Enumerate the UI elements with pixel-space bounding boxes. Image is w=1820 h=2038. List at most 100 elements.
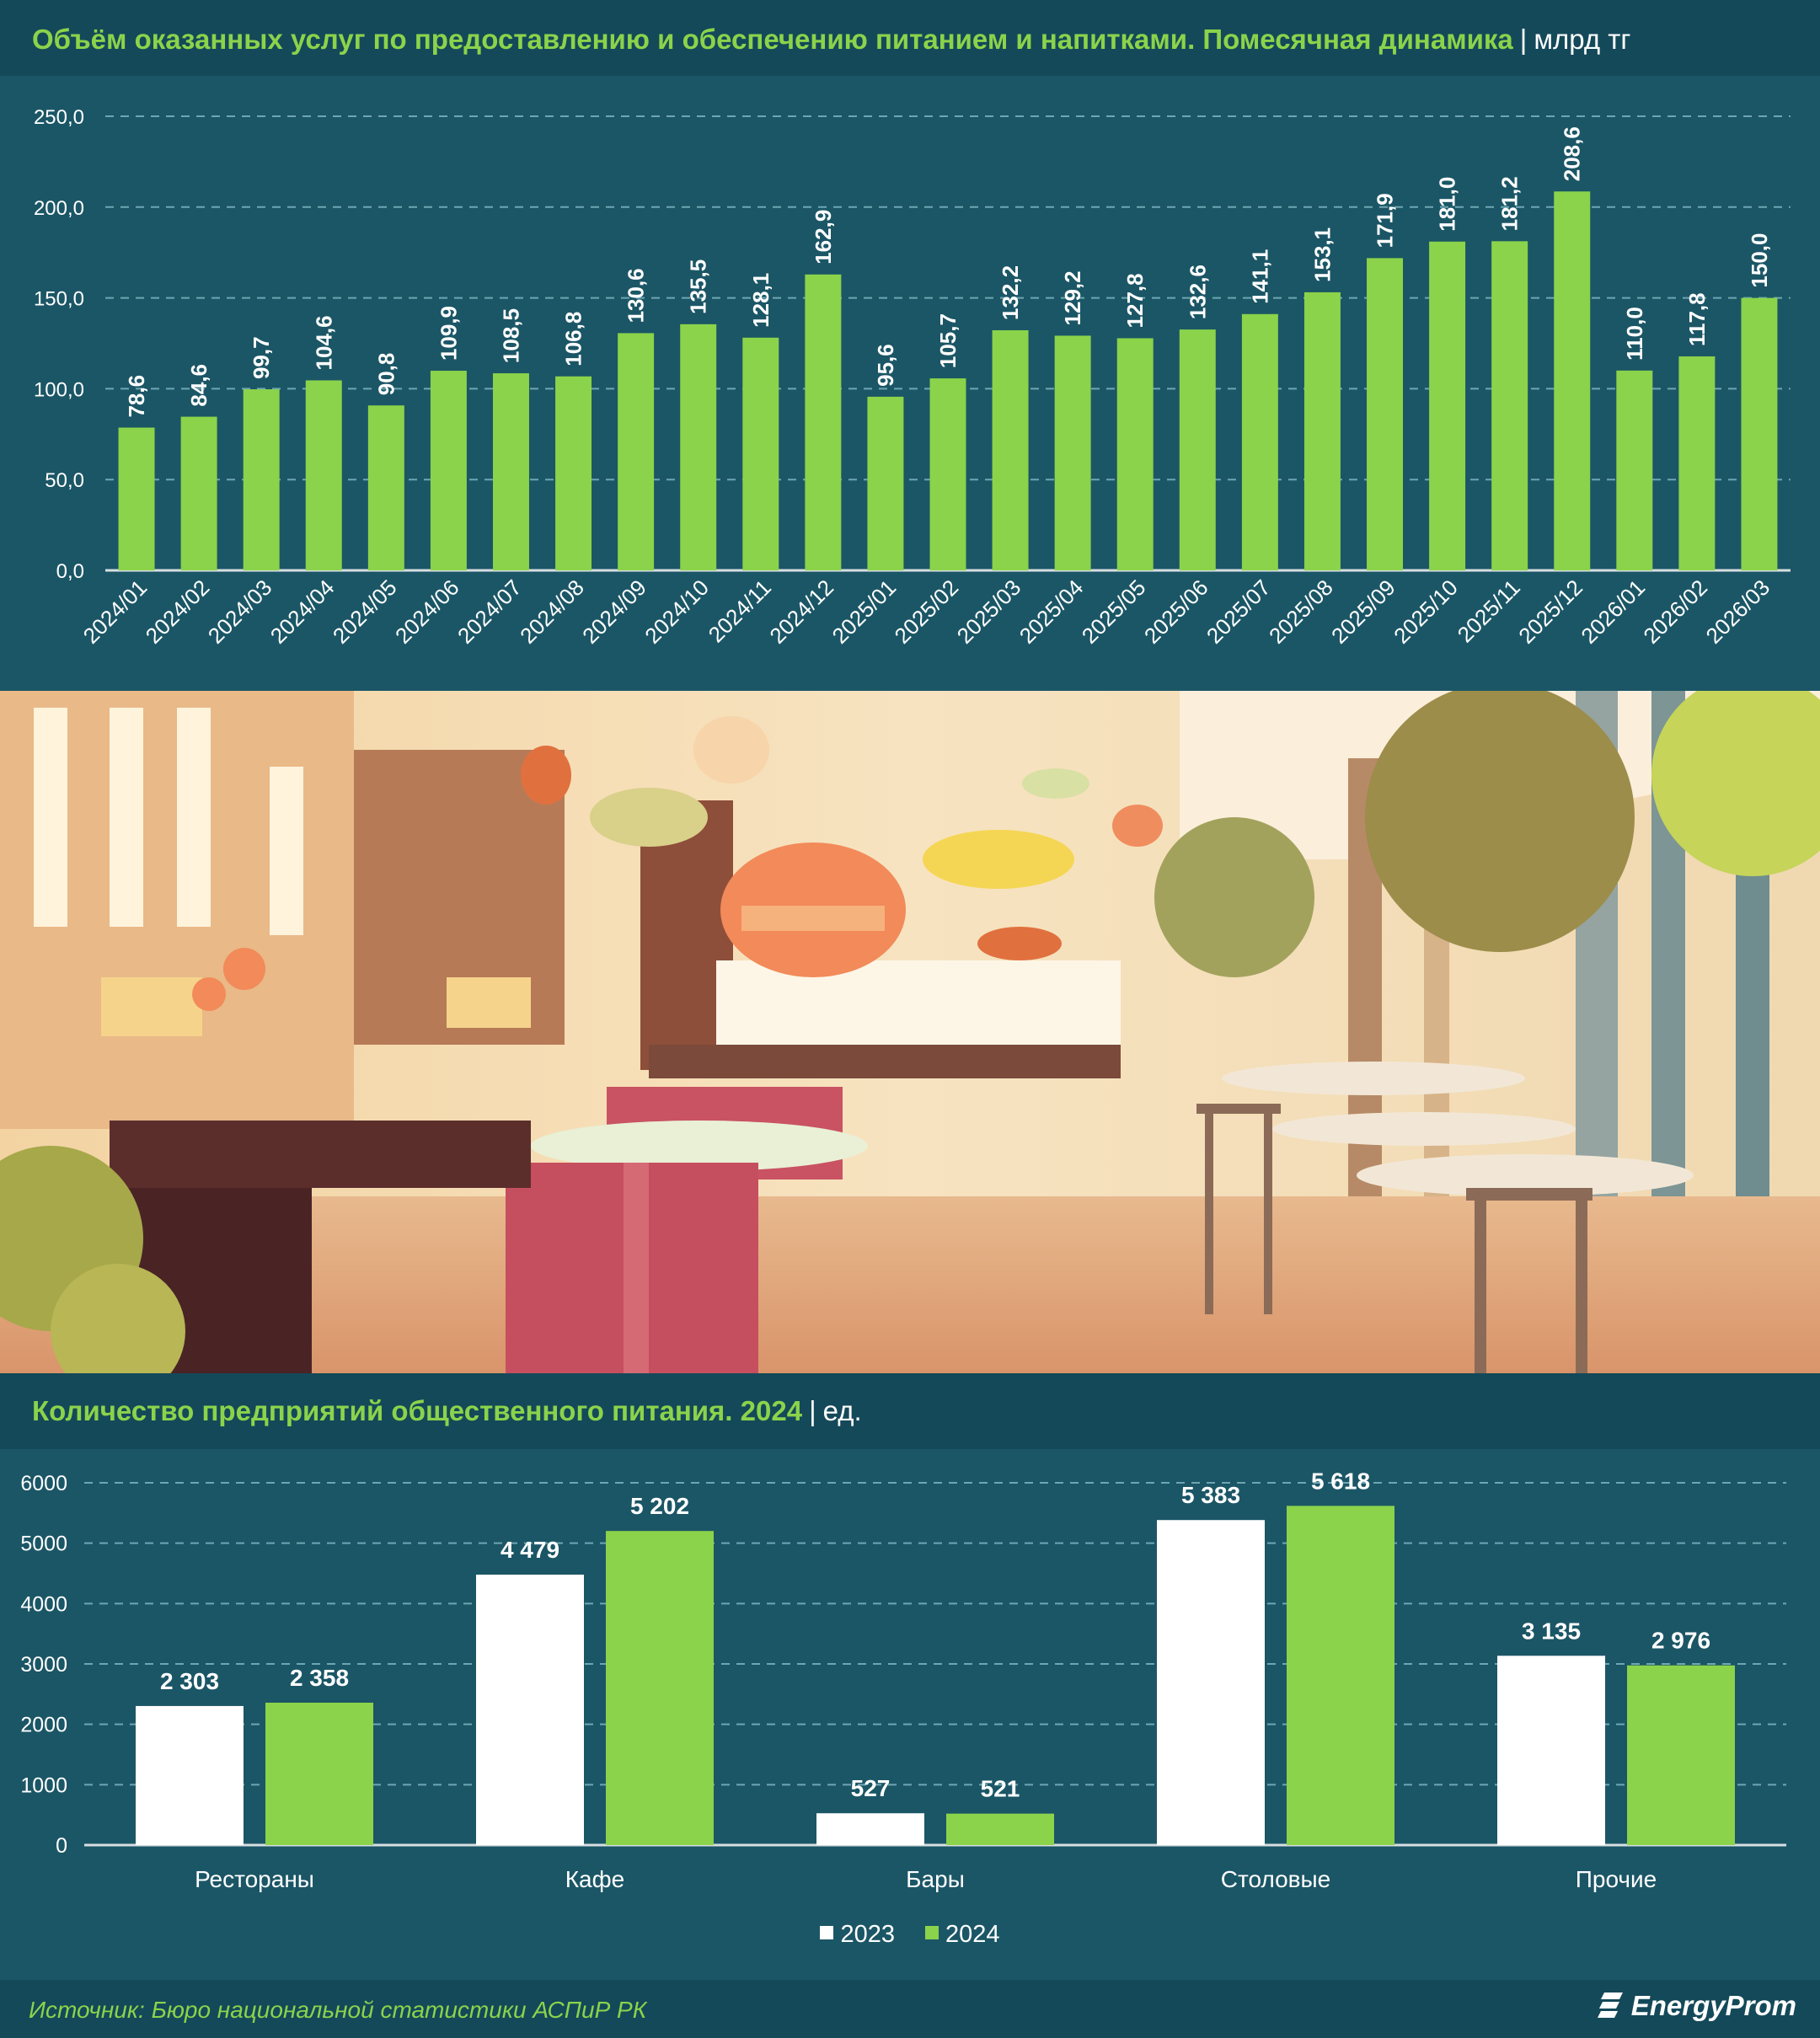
x-tick-label: 2025/05 bbox=[1077, 575, 1151, 649]
energyprom-logo-mark-icon bbox=[1597, 1993, 1623, 2019]
x-category-label: Кафе bbox=[565, 1866, 625, 1892]
x-tick-label: 2024/08 bbox=[515, 575, 589, 649]
x-tick-label: 2024/07 bbox=[452, 575, 527, 649]
bar-value-label: 95,6 bbox=[873, 344, 898, 387]
bar-value-label: 153,1 bbox=[1309, 227, 1335, 282]
y-tick-label: 3000 bbox=[20, 1653, 67, 1677]
bar-value-label: 135,5 bbox=[686, 259, 711, 314]
bar bbox=[992, 329, 1029, 570]
chart1-title-band: Объём оказанных услуг по предоставлению … bbox=[0, 0, 1820, 76]
x-tick-label: 2024/12 bbox=[764, 575, 838, 649]
y-tick-label: 50,0 bbox=[45, 469, 84, 492]
chart2-title: Количество предприятий общественного пит… bbox=[32, 1395, 862, 1427]
bar-value-label: 106,8 bbox=[561, 312, 586, 366]
bar-value-label: 109,9 bbox=[436, 306, 461, 361]
bar-2023 bbox=[816, 1813, 924, 1845]
x-tick-label: 2025/10 bbox=[1389, 575, 1463, 649]
x-tick-label: 2024/11 bbox=[704, 575, 776, 647]
bar-2024 bbox=[265, 1703, 373, 1845]
x-category-label: Рестораны bbox=[195, 1866, 314, 1892]
y-tick-label: 0,0 bbox=[56, 560, 84, 583]
bar bbox=[1554, 191, 1591, 570]
bar-value-label: 150,0 bbox=[1747, 233, 1772, 288]
bar-value-label: 127,8 bbox=[1122, 273, 1148, 328]
chart1-unit: млрд тг bbox=[1534, 24, 1631, 55]
bar-value-label: 2 358 bbox=[290, 1665, 349, 1691]
x-tick-label: 2024/03 bbox=[203, 575, 277, 649]
bar-value-label: 141,1 bbox=[1247, 249, 1272, 304]
x-category-label: Прочие bbox=[1576, 1866, 1657, 1892]
legend-item-2023: 2023 bbox=[820, 1921, 895, 1949]
bar-2024 bbox=[1287, 1506, 1394, 1845]
bar-value-label: 181,2 bbox=[1497, 176, 1523, 231]
legend-swatch-2024 bbox=[925, 1926, 939, 1940]
legend-swatch-2023 bbox=[820, 1926, 834, 1940]
x-tick-label: 2025/02 bbox=[890, 575, 964, 649]
bar bbox=[243, 389, 280, 570]
y-tick-label: 150,0 bbox=[34, 288, 84, 311]
bar bbox=[1491, 241, 1528, 570]
bar bbox=[1678, 356, 1716, 570]
bar bbox=[1303, 292, 1341, 570]
x-tick-label: 2024/01 bbox=[78, 575, 153, 649]
energyprom-logo: EnergyProm bbox=[1597, 1990, 1796, 2022]
legend-label-2023: 2023 bbox=[840, 1921, 895, 1948]
cafe-interior-illustration bbox=[0, 691, 1820, 1373]
y-tick-label: 200,0 bbox=[34, 197, 84, 220]
bar-2024 bbox=[1627, 1665, 1735, 1845]
chart2-title-band: Количество предприятий общественного пит… bbox=[0, 1373, 1820, 1449]
bar-value-label: 5 618 bbox=[1311, 1468, 1370, 1494]
y-tick-label: 250,0 bbox=[34, 106, 84, 129]
bar-value-label: 104,6 bbox=[311, 315, 336, 370]
bar-value-label: 90,8 bbox=[373, 353, 399, 396]
x-tick-label: 2025/12 bbox=[1513, 575, 1587, 649]
bar bbox=[430, 371, 467, 570]
bar-value-label: 5 202 bbox=[630, 1493, 689, 1519]
x-tick-label: 2025/11 bbox=[1453, 575, 1525, 647]
chart1-title-text: Объём оказанных услуг по предоставлению … bbox=[32, 24, 1513, 55]
y-tick-label: 4000 bbox=[20, 1592, 67, 1616]
bar-value-label: 78,6 bbox=[124, 375, 149, 418]
bar-2024 bbox=[946, 1813, 1054, 1845]
bar-value-label: 108,5 bbox=[498, 308, 523, 363]
x-tick-label: 2024/06 bbox=[390, 575, 464, 649]
x-tick-label: 2025/03 bbox=[952, 575, 1026, 649]
bar-2023 bbox=[1157, 1520, 1265, 1845]
bar bbox=[929, 378, 966, 570]
x-tick-label: 2024/04 bbox=[265, 575, 340, 649]
bar-value-label: 99,7 bbox=[249, 336, 274, 379]
bar bbox=[1116, 338, 1154, 570]
bar-value-label: 208,6 bbox=[1560, 126, 1585, 181]
bar-value-label: 128,1 bbox=[748, 273, 774, 328]
monthly-volume-chart: 0,0 50,0 100,0 150,0 200,0 250,0 78,6 2024/01 84… bbox=[34, 106, 1791, 649]
x-tick-label: 2025/08 bbox=[1264, 575, 1338, 649]
bar-value-label: 5 383 bbox=[1181, 1482, 1240, 1508]
x-tick-label: 2025/07 bbox=[1202, 575, 1276, 649]
bar bbox=[1429, 241, 1466, 570]
y-tick-label: 2000 bbox=[20, 1714, 67, 1737]
bar-value-label: 110,0 bbox=[1622, 307, 1647, 361]
y-tick-label: 6000 bbox=[20, 1472, 67, 1495]
chart2-unit: ед. bbox=[822, 1395, 862, 1426]
bar-value-label: 105,7 bbox=[935, 313, 961, 368]
y-tick-label: 1000 bbox=[20, 1773, 67, 1797]
footer: Источник: Бюро национальной статистики А… bbox=[0, 1980, 1820, 2038]
bar bbox=[305, 380, 342, 570]
bar bbox=[1054, 335, 1091, 570]
title-separator: | bbox=[1519, 24, 1528, 55]
bar-value-label: 181,0 bbox=[1435, 177, 1460, 232]
bar bbox=[805, 274, 842, 570]
chart2-title-text: Количество предприятий общественного пит… bbox=[32, 1395, 803, 1426]
bar-value-label: 162,9 bbox=[811, 210, 836, 265]
bar-value-label: 2 303 bbox=[160, 1668, 219, 1694]
bar-value-label: 4 479 bbox=[500, 1537, 559, 1563]
x-tick-label: 2024/02 bbox=[141, 575, 215, 649]
legend-label-2024: 2024 bbox=[945, 1921, 1000, 1948]
x-tick-label: 2025/04 bbox=[1014, 575, 1089, 649]
bar-2023 bbox=[476, 1575, 584, 1845]
bar bbox=[1241, 313, 1278, 570]
bar-value-label: 521 bbox=[981, 1776, 1020, 1802]
bar bbox=[742, 337, 779, 570]
x-tick-label: 2026/03 bbox=[1701, 575, 1775, 649]
bar-2024 bbox=[606, 1531, 714, 1845]
